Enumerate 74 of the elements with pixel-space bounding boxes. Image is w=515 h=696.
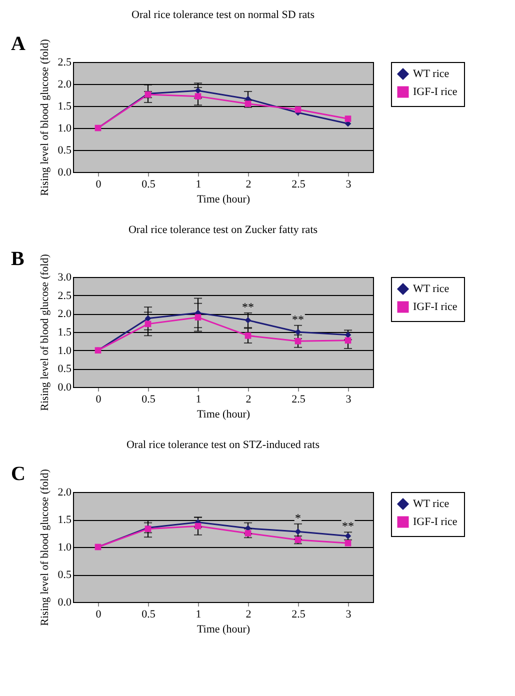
x-tick-label: 1 <box>196 394 202 406</box>
annotation: ** <box>242 300 254 314</box>
y-tick-label: 1.0 <box>58 344 72 357</box>
text: B <box>11 248 24 270</box>
chart-title: Oral rice tolerance test on normal SD rats <box>132 9 314 21</box>
point <box>244 332 252 339</box>
x-tick-label: 0.5 <box>142 608 156 620</box>
point <box>294 106 302 113</box>
x-axis-title: Time (hour) <box>196 624 250 636</box>
x-tick-label: 2.5 <box>292 394 306 406</box>
y-tick-label: 2.0 <box>58 78 72 90</box>
y-tick-label: 2.5 <box>58 290 72 302</box>
y-tick-label: 0.5 <box>58 144 72 156</box>
y-tick-label: 2.5 <box>58 56 72 68</box>
y-tick-label: 0.5 <box>58 569 72 581</box>
x-tick-label: 0 <box>96 178 102 190</box>
x-axis-title: Time (hour) <box>196 408 250 420</box>
x-tick-label: 1 <box>196 178 202 190</box>
x-tick-label: 2 <box>246 178 252 190</box>
legend-label: WT rice <box>413 283 450 295</box>
x-tick-label: 0.5 <box>142 394 156 406</box>
annotation: ** <box>342 519 354 534</box>
legend-label: IGF-I rice <box>413 516 458 528</box>
y-tick-label: 1.5 <box>58 514 72 526</box>
point <box>244 530 252 536</box>
x-tick-label: 0 <box>96 394 102 406</box>
x-tick-label: 3 <box>346 178 352 190</box>
point <box>294 338 302 344</box>
y-tick-label: 0.0 <box>58 596 72 608</box>
y-axis-title: Rising level of blood glucose (fold) <box>38 254 51 411</box>
point <box>344 337 352 344</box>
annotation: * <box>295 510 301 525</box>
y-tick-label: 2.0 <box>58 486 72 498</box>
point <box>344 540 352 546</box>
x-tick-label: 1 <box>196 608 202 620</box>
x-tick-label: 2.5 <box>292 178 306 190</box>
chart-title: Oral rice tolerance test on Zucker fatty rats <box>128 224 318 236</box>
y-tick-label: 2.0 <box>58 308 72 320</box>
y-tick-label: 1.0 <box>58 542 72 554</box>
chart-title: Oral rice tolerance test on STZ-induced rats <box>126 439 320 451</box>
point <box>344 116 352 122</box>
point <box>244 317 252 324</box>
point <box>294 528 302 535</box>
x-tick-label: 3 <box>346 608 352 620</box>
x-tick-label: 2 <box>246 394 252 406</box>
y-tick-label: 1.0 <box>58 122 72 134</box>
y-tick-label: 0.0 <box>58 382 72 394</box>
text: C <box>11 463 26 485</box>
point <box>194 87 202 94</box>
point <box>194 93 202 100</box>
x-tick-label: 0 <box>96 608 102 620</box>
x-tick-label: 3 <box>346 394 352 406</box>
point <box>144 320 152 328</box>
legend-label: IGF-I rice <box>413 301 458 313</box>
y-tick-label: 0.5 <box>58 363 72 376</box>
text: A <box>11 33 26 55</box>
point <box>294 328 302 336</box>
legend-label: WT rice <box>413 68 450 80</box>
x-axis-title: Time (hour) <box>196 194 250 206</box>
x-tick-label: 2.5 <box>292 608 306 620</box>
y-axis-title: Rising level of blood glucose (fold) <box>38 468 51 626</box>
point <box>194 314 202 320</box>
legend-label: WT rice <box>413 498 450 510</box>
x-tick-label: 0.5 <box>142 178 156 190</box>
x-tick-label: 2 <box>246 608 252 620</box>
y-axis-title: Rising level of blood glucose (fold) <box>38 38 51 196</box>
y-tick-label: 1.5 <box>58 326 72 338</box>
y-tick-label: 3.0 <box>58 272 72 284</box>
point <box>144 315 152 322</box>
point <box>194 522 202 530</box>
legend-label: IGF-I rice <box>413 86 458 98</box>
annotation: ** <box>292 312 304 326</box>
y-tick-label: 1.5 <box>58 100 72 112</box>
y-tick-label: 0.0 <box>58 166 72 178</box>
